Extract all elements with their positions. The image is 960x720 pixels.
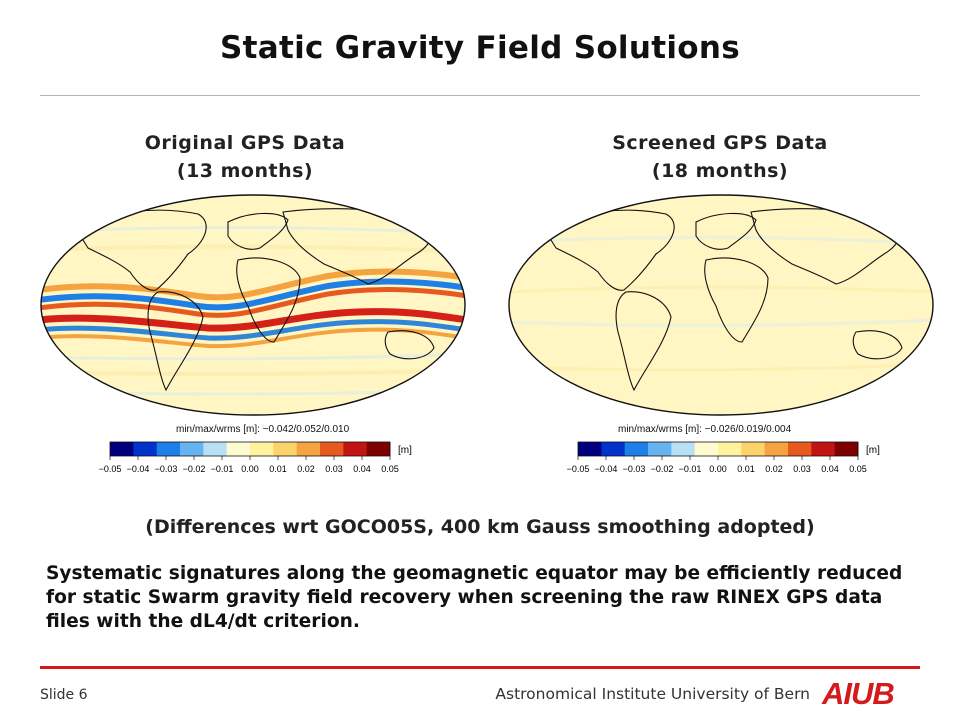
right-colorbar-swatch xyxy=(811,442,836,456)
body-text: Systematic signatures along the geomagne… xyxy=(46,563,903,632)
left-colorbar-tick-label: −0.01 xyxy=(211,464,234,474)
aiub-logo: AIUB xyxy=(822,676,895,711)
left-colorbar-tick-label: 0.03 xyxy=(325,464,343,474)
right-colorbar: [m] −0.05 −0.04 −0.03 −0.02 −0.01 0.00 0.01 0.0… xyxy=(567,441,880,474)
right-colorbar-tick-label: 0.02 xyxy=(765,464,783,474)
left-colorbar-tick-label: −0.05 xyxy=(99,464,122,474)
left-colorbar: [m] −0.05 −0.04 −0.03 −0.02 −0.01 0.00 0.01 0.0… xyxy=(99,441,412,474)
right-panel-title: Screened GPS Data (18 months) xyxy=(510,129,930,185)
left-colorbar-swatch xyxy=(320,442,344,456)
right-colorbar-tick-label: 0.03 xyxy=(793,464,811,474)
left-colorbar-tick-label: 0.04 xyxy=(353,464,371,474)
left-colorbar-swatches xyxy=(110,442,391,456)
right-colorbar-tick-label: −0.05 xyxy=(567,464,590,474)
left-colorbar-swatch xyxy=(133,442,158,456)
left-colorbar-swatch xyxy=(366,442,391,456)
slide-number: Slide 6 xyxy=(40,687,88,703)
slide-title: Static Gravity Field Solutions xyxy=(219,30,740,66)
right-gravity-map xyxy=(508,194,934,416)
left-colorbar-swatch xyxy=(203,442,228,456)
right-colorbar-unit: [m] xyxy=(866,445,880,456)
right-colorbar-swatch xyxy=(718,442,742,456)
right-colorbar-swatch xyxy=(624,442,649,456)
right-colorbar-swatch xyxy=(694,442,719,456)
right-colorbar-tick-label: −0.04 xyxy=(595,464,618,474)
left-colorbar-unit: [m] xyxy=(398,445,412,456)
right-colorbar-tick-label: 0.01 xyxy=(737,464,755,474)
right-colorbar-tick-label: −0.03 xyxy=(623,464,646,474)
left-colorbar-tick-label: −0.02 xyxy=(183,464,206,474)
left-colorbar-swatch xyxy=(250,442,274,456)
right-colorbar-swatch xyxy=(648,442,672,456)
right-colorbar-swatches xyxy=(578,442,859,456)
right-panel-stats: min/max/wrms [m]: −0.026/0.019/0.004 xyxy=(618,424,792,435)
left-colorbar-swatch xyxy=(156,442,181,456)
institute-name: Astronomical Institute University of Ber… xyxy=(495,685,810,703)
right-colorbar-tick-label: −0.01 xyxy=(679,464,702,474)
left-colorbar-ticks: −0.05 −0.04 −0.03 −0.02 −0.01 0.00 0.01 0.02 0.0… xyxy=(99,456,399,474)
left-colorbar-swatch xyxy=(226,442,251,456)
left-colorbar-swatch xyxy=(296,442,321,456)
left-panel-title-line1: Original GPS Data xyxy=(144,132,346,154)
right-colorbar-swatch xyxy=(601,442,626,456)
right-panel-title-line2: (18 months) xyxy=(651,160,789,182)
left-panel-title-line2: (13 months) xyxy=(176,160,314,182)
left-panel-title: Original GPS Data (13 months) xyxy=(40,129,450,185)
right-colorbar-swatch xyxy=(578,442,602,456)
figure-caption: (Differences wrt GOCO05S, 400 km Gauss s… xyxy=(145,516,815,538)
footer-divider xyxy=(40,666,920,669)
left-colorbar-swatch xyxy=(343,442,368,456)
right-colorbar-ticks: −0.05 −0.04 −0.03 −0.02 −0.01 0.00 0.01 0.02 0.0… xyxy=(567,456,867,474)
left-colorbar-tick-label: 0.02 xyxy=(297,464,315,474)
right-colorbar-swatch xyxy=(788,442,812,456)
continent-outlines-right xyxy=(545,208,903,392)
left-colorbar-tick-label: 0.01 xyxy=(269,464,287,474)
right-panel-title-line1: Screened GPS Data xyxy=(612,132,828,154)
left-colorbar-swatch xyxy=(110,442,134,456)
left-colorbar-swatch xyxy=(180,442,204,456)
right-colorbar-swatch xyxy=(764,442,789,456)
left-gravity-map xyxy=(40,194,466,416)
right-colorbar-tick-label: 0.05 xyxy=(849,464,867,474)
left-colorbar-swatch xyxy=(273,442,298,456)
right-colorbar-swatch xyxy=(671,442,696,456)
left-colorbar-tick-label: 0.05 xyxy=(381,464,399,474)
left-colorbar-tick-label: −0.03 xyxy=(155,464,178,474)
left-colorbar-tick-label: −0.04 xyxy=(127,464,150,474)
left-panel-stats: min/max/wrms [m]: −0.042/0.052/0.010 xyxy=(176,424,350,435)
left-colorbar-tick-label: 0.00 xyxy=(241,464,259,474)
right-colorbar-swatch xyxy=(834,442,859,456)
right-colorbar-tick-label: −0.02 xyxy=(651,464,674,474)
right-colorbar-swatch xyxy=(741,442,766,456)
title-divider xyxy=(40,95,920,96)
right-colorbar-tick-label: 0.04 xyxy=(821,464,839,474)
right-colorbar-tick-label: 0.00 xyxy=(709,464,727,474)
